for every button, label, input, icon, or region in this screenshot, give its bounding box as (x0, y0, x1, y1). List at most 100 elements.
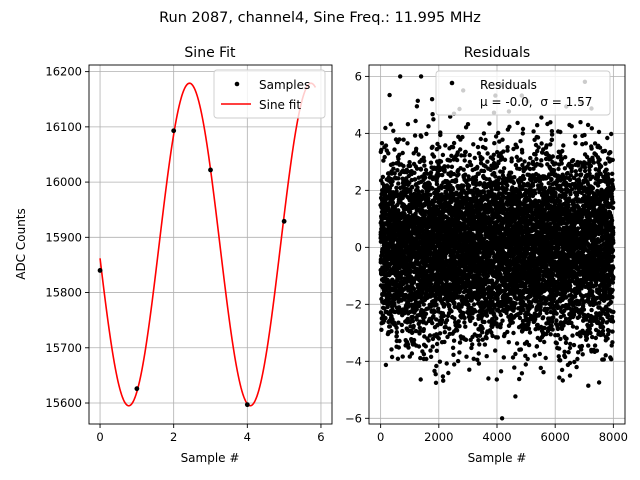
l-y-tick-label: 16200 (45, 65, 82, 79)
residual-point (487, 121, 492, 126)
residual-point (518, 157, 523, 162)
residual-point (430, 112, 435, 117)
residual-point (411, 323, 416, 329)
residual-point (511, 306, 517, 311)
residual-point (513, 394, 518, 399)
residual-point (422, 163, 427, 168)
residual-point (383, 315, 388, 321)
residual-point (502, 157, 508, 162)
residual-point (506, 340, 511, 345)
residual-point (493, 348, 498, 353)
residual-point (416, 344, 422, 349)
residual-point (407, 160, 412, 165)
residual-point (452, 300, 457, 305)
residual-point (457, 350, 462, 355)
residual-point (480, 156, 485, 161)
residual-point (431, 154, 437, 159)
residual-point (509, 156, 514, 161)
l-y-tick-label: 15800 (45, 286, 82, 300)
residual-point (438, 159, 444, 164)
residual-point (398, 275, 404, 280)
residual-point (446, 370, 451, 376)
l-y-tick-label: 15700 (45, 341, 82, 355)
residual-point (429, 97, 435, 102)
residual-point (512, 365, 517, 370)
residual-point (462, 158, 467, 163)
residual-point (406, 304, 411, 309)
residual-point (494, 316, 499, 321)
residual-point (452, 316, 457, 321)
residual-point (508, 170, 514, 175)
residual-point (390, 161, 396, 166)
residual-point (433, 380, 439, 385)
legend-samples-marker (234, 81, 240, 87)
residual-point (461, 167, 466, 172)
residual-point (485, 151, 490, 156)
residual-point (399, 322, 404, 328)
residual-point (406, 300, 411, 305)
residual-point (396, 181, 401, 186)
residuals-title: Residuals (464, 45, 530, 61)
residual-point (432, 309, 437, 314)
residual-point (405, 316, 410, 322)
residual-point (424, 131, 429, 137)
residual-point (419, 134, 424, 139)
residual-point (397, 338, 402, 344)
residual-point (433, 372, 438, 377)
sine-fit-legend-box (213, 69, 326, 119)
l-y-tick-label: 15600 (45, 396, 82, 410)
residual-point (440, 374, 446, 379)
residual-point (501, 166, 507, 171)
residual-point (413, 118, 418, 124)
residual-point (480, 330, 485, 335)
residual-point (383, 125, 388, 131)
residual-point (513, 351, 518, 357)
residual-point (520, 131, 525, 136)
residual-point (407, 209, 413, 215)
residual-point (390, 179, 395, 184)
residual-point (421, 302, 426, 307)
residual-point (394, 333, 399, 339)
sine-fit-title: Sine Fit (184, 45, 236, 61)
residual-point (432, 368, 437, 374)
residual-point (467, 152, 472, 158)
residual-point (460, 134, 465, 140)
residual-point (405, 141, 410, 146)
residual-point (394, 330, 399, 335)
residual-point (392, 171, 397, 176)
residual-point (470, 315, 475, 321)
sine-fit-axes-frame (88, 64, 333, 425)
residual-point (476, 338, 481, 343)
residual-point (519, 371, 525, 376)
residual-point (442, 167, 447, 172)
residual-point (500, 318, 505, 323)
residual-point (440, 317, 445, 323)
residual-point (478, 136, 483, 142)
sine-fit-x-label: Sample # (181, 451, 240, 465)
sample-point (171, 128, 177, 134)
residual-point (404, 167, 409, 172)
residual-point (430, 344, 435, 349)
residual-point (430, 336, 436, 342)
residual-point (456, 319, 461, 324)
residual-point (438, 132, 443, 138)
residual-point (400, 354, 405, 359)
residual-point (461, 183, 466, 188)
residual-point (389, 354, 395, 360)
residual-point (483, 146, 488, 151)
residual-point (409, 351, 415, 356)
residual-point (396, 345, 401, 350)
l-y-tick-label: 16100 (45, 120, 82, 134)
residual-point (517, 376, 522, 382)
sine-fit-curve (99, 82, 317, 407)
residual-point (441, 378, 446, 383)
residual-point (407, 163, 413, 169)
residual-point (464, 354, 469, 359)
residual-point (428, 348, 433, 353)
residual-point (391, 166, 396, 171)
residual-point (483, 137, 488, 143)
residual-point (457, 340, 463, 345)
residual-point (473, 309, 478, 314)
residual-point (495, 150, 500, 155)
l-x-tick-label: 2 (170, 430, 177, 444)
